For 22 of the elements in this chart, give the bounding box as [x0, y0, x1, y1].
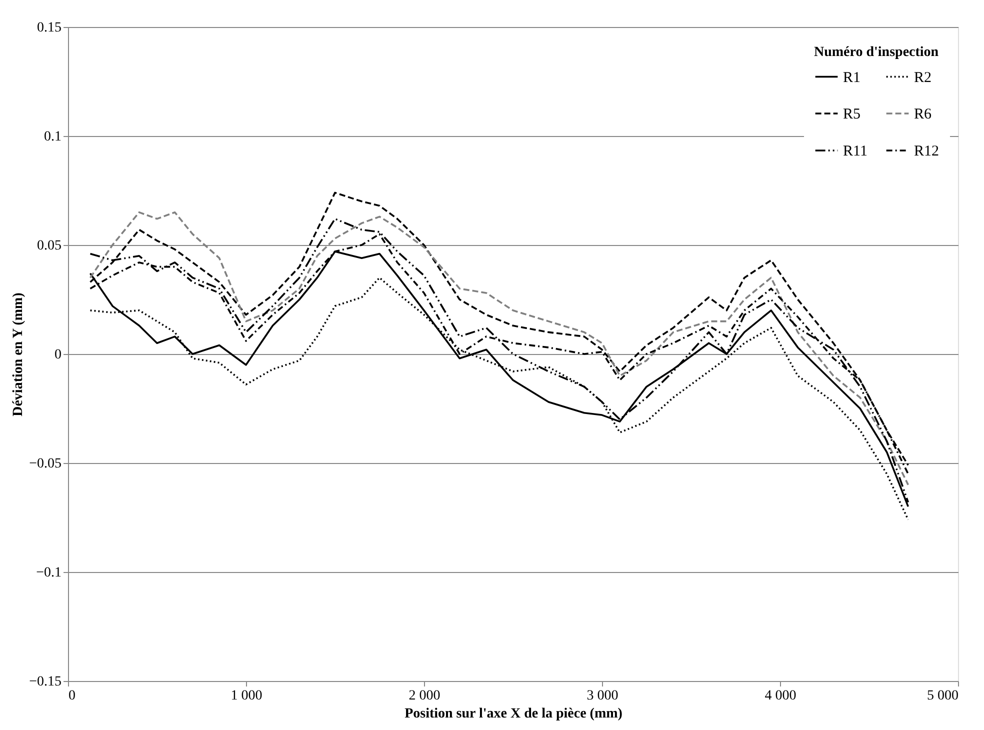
legend-label: R1	[843, 70, 861, 86]
x-tick-label: 5 000	[927, 688, 958, 704]
y-tick-label: −0.15	[29, 674, 62, 690]
x-tick-label: 1 000	[230, 688, 262, 704]
x-tick-label: 4 000	[764, 688, 796, 704]
y-tick-label: 0.1	[44, 130, 62, 144]
y-tick-label: 0.15	[37, 20, 62, 36]
legend-label: R2	[914, 70, 932, 86]
legend-label: R5	[843, 106, 861, 122]
legend-label: R11	[843, 144, 868, 160]
legend-title: Numéro d'inspection	[814, 45, 939, 60]
x-tick-label: 0	[68, 688, 76, 704]
legend-label: R12	[914, 144, 940, 160]
y-tick-label: −0.05	[29, 456, 62, 472]
y-tick-label: 0.05	[37, 238, 62, 254]
y-tick-label: 0	[54, 348, 62, 362]
x-tick-label: 2 000	[408, 688, 440, 704]
y-axis-title: Déviation en Y (mm)	[11, 292, 26, 416]
legend-label: R6	[914, 106, 932, 122]
x-tick-label: 3 000	[586, 688, 618, 704]
x-axis-title: Position sur l'axe X de la pièce (mm)	[404, 706, 623, 722]
y-tick-label: −0.1	[36, 566, 62, 580]
